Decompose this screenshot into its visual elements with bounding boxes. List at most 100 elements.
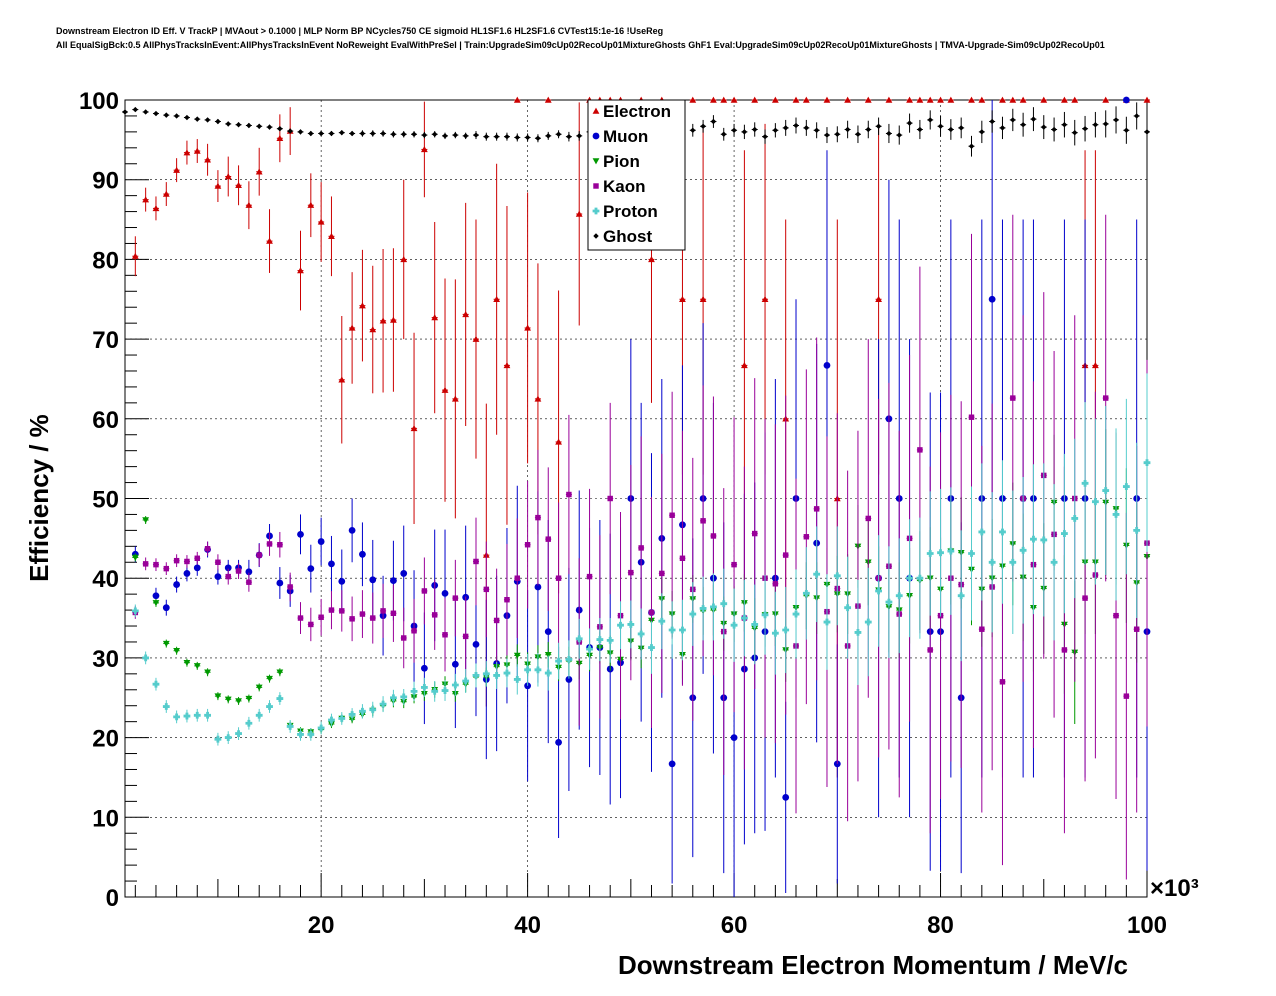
electron-point [751,96,759,103]
kaon-point [1123,693,1130,699]
proton-point [792,610,800,618]
electron-point [348,324,356,331]
legend-muon-marker [592,132,600,140]
ghost-point [1041,124,1047,130]
proton-point [328,716,335,724]
kaon-point [751,530,758,537]
proton-point [441,687,449,694]
kaon-point [308,621,314,628]
proton-point [565,656,573,663]
kaon-point [1133,626,1140,632]
proton-point [245,719,253,727]
electron-point [555,438,562,445]
y-tick-label: 30 [92,646,119,673]
x-tick-label: 20 [308,912,335,939]
ghost-point [266,124,273,130]
ghost-point [514,134,521,141]
electron-point [947,96,955,103]
proton-point [617,621,624,629]
y-tick-label: 50 [92,487,119,514]
electron-point [441,386,449,393]
proton-point [751,621,759,628]
ghost-point [1113,117,1119,123]
ghost-point [235,121,242,128]
kaon-point [390,610,397,616]
kaon-point [1102,395,1109,401]
ghost-series [122,102,1150,157]
kaon-point [1010,395,1016,401]
ghost-point [184,114,190,121]
grid-lines [125,100,1147,897]
ghost-point [937,123,944,130]
muon-point [400,570,408,577]
electron-point [472,335,480,342]
proton-point [1061,530,1068,537]
proton-point [359,707,366,715]
electron-point [152,204,160,212]
pion-point [173,648,181,655]
y-tick-label: 10 [92,805,119,832]
electron-point [379,317,387,324]
ghost-point [349,130,355,137]
proton-point [679,626,686,634]
proton-point [864,618,872,626]
ghost-point [855,131,861,137]
proton-point [193,711,201,719]
ghost-point [431,131,438,137]
legend-proton-label: Proton [603,202,658,221]
proton-point [451,681,459,689]
kaon-series [132,214,1150,880]
electron-point [338,376,346,383]
pion-point [142,517,150,524]
ghost-point [442,133,448,139]
proton-point [802,589,810,597]
muon-point [420,664,428,672]
electron-point [1091,362,1099,369]
pion-point [544,651,552,659]
muon-point [348,526,356,534]
electron-point [235,181,242,188]
electron-point [875,295,882,302]
kaon-point [917,447,923,453]
muon-point [534,583,542,591]
ghost-point [741,129,748,135]
proton-point [431,687,439,695]
proton-point [968,550,975,557]
chart-title-line-1: Downstream Electron ID Eff. V TrackP | M… [56,26,664,36]
proton-point [875,587,882,595]
proton-point [637,630,645,638]
electron-point [317,218,325,225]
x-tick-label: 40 [514,912,541,939]
electron-point [978,96,986,103]
pion-point [235,698,242,705]
x-tick-label: 80 [927,912,954,939]
ghost-point [844,126,851,133]
ghost-point [1092,121,1099,128]
ghost-point [401,131,407,137]
muon-point [245,568,253,576]
proton-point [204,711,211,719]
ghost-point [493,133,500,140]
kaon-point [483,586,490,593]
pion-point [276,669,284,676]
electron-point [524,324,532,331]
proton-point [183,712,191,720]
ghost-point [328,130,335,137]
kaon-point [535,514,541,521]
proton-point [730,621,738,629]
electron-point [266,237,273,244]
proton-point [957,592,965,600]
kaon-point [431,612,438,618]
proton-point [410,687,418,695]
electron-point [390,316,397,323]
proton-point [503,669,511,677]
electron-point [1071,96,1079,103]
ghost-point [1072,129,1078,136]
electron-point [648,256,655,263]
electron-point [710,96,717,103]
electron-point [173,166,181,173]
ghost-point [390,131,397,137]
ghost-point [215,118,221,125]
pion-point [204,669,211,676]
